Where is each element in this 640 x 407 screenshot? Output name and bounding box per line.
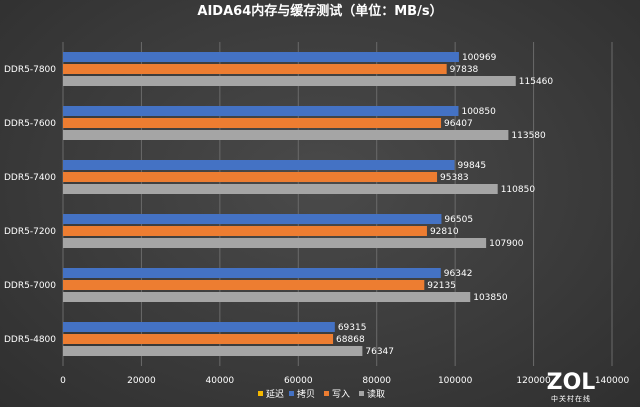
bar-读取-DDR5-7400 <box>63 184 498 194</box>
bars-group <box>63 52 516 356</box>
category-label-1: DDR5-7600 <box>4 119 56 129</box>
x-tick-label-6: 120000 <box>516 376 551 386</box>
bar-读取-DDR5-7800 <box>63 76 516 86</box>
chart-title: AIDA64内存与缓存测试（单位：MB/s） <box>197 3 442 19</box>
x-tick-label-1: 20000 <box>127 376 156 386</box>
bar-拷贝-DDR5-7200 <box>63 214 442 224</box>
data-labels-group: 100969 97838 115460 100850 96407 113580 99845 9… <box>336 53 553 357</box>
x-tick-label-3: 60000 <box>284 376 313 386</box>
data-label-拷贝-DDR5-7400: 99845 <box>458 161 487 171</box>
legend-swatch-2 <box>324 391 329 396</box>
bar-读取-DDR5-7600 <box>63 130 509 140</box>
category-label-3: DDR5-7200 <box>4 227 56 237</box>
x-tick-label-5: 100000 <box>438 376 473 386</box>
legend-swatch-0 <box>258 391 263 396</box>
zol-watermark: ZOL 中关村在线 <box>547 370 596 403</box>
data-label-拷贝-DDR5-7000: 96342 <box>444 269 473 279</box>
bar-写入-DDR5-7000 <box>63 280 425 290</box>
bar-读取-DDR5-4800 <box>63 346 363 356</box>
x-tick-label-2: 40000 <box>206 376 235 386</box>
data-label-拷贝-DDR5-7800: 100969 <box>462 53 497 63</box>
tick-labels-group: 0 20000 40000 60000 80000 100000 120000 140000 <box>60 376 629 386</box>
gridlines <box>62 42 613 366</box>
data-label-读取-DDR5-7400: 110850 <box>501 185 536 195</box>
legend: 延迟 拷贝 写入 读取 <box>258 388 385 400</box>
bar-读取-DDR5-7000 <box>63 292 471 302</box>
data-label-读取-DDR5-7800: 115460 <box>519 77 554 87</box>
data-label-拷贝-DDR5-7200: 96505 <box>444 215 473 225</box>
bar-写入-DDR5-7600 <box>63 118 442 128</box>
watermark-logo: ZOL <box>547 370 596 395</box>
watermark-subtitle: 中关村在线 <box>551 394 591 403</box>
category-label-4: DDR5-7000 <box>4 281 56 291</box>
data-label-拷贝-DDR5-7600: 100850 <box>461 107 496 117</box>
data-label-读取-DDR5-7000: 103850 <box>473 293 508 303</box>
bar-拷贝-DDR5-7000 <box>63 268 441 278</box>
bar-写入-DDR5-7800 <box>63 64 447 74</box>
data-label-写入-DDR5-4800: 68868 <box>336 335 365 345</box>
category-label-0: DDR5-7800 <box>4 65 56 75</box>
bar-拷贝-DDR5-7400 <box>63 160 455 170</box>
data-label-写入-DDR5-7600: 96407 <box>444 119 473 129</box>
x-tick-label-7: 140000 <box>595 376 630 386</box>
legend-label-3: 读取 <box>367 388 385 400</box>
bar-写入-DDR5-7200 <box>63 226 427 236</box>
data-label-拷贝-DDR5-4800: 69315 <box>338 323 367 333</box>
legend-swatch-1 <box>289 391 294 396</box>
bar-写入-DDR5-7400 <box>63 172 438 182</box>
x-tick-label-0: 0 <box>60 376 66 386</box>
bar-读取-DDR5-7200 <box>63 238 487 248</box>
bar-拷贝-DDR5-4800 <box>63 322 335 332</box>
category-label-2: DDR5-7400 <box>4 173 56 183</box>
data-label-读取-DDR5-7600: 113580 <box>511 131 546 141</box>
data-label-写入-DDR5-7200: 92810 <box>430 227 459 237</box>
data-label-读取-DDR5-4800: 76347 <box>365 347 394 357</box>
legend-label-2: 写入 <box>332 389 350 400</box>
data-label-读取-DDR5-7200: 107900 <box>489 239 524 249</box>
bar-拷贝-DDR5-7600 <box>63 106 459 116</box>
legend-label-1: 拷贝 <box>297 388 315 400</box>
data-label-写入-DDR5-7000: 92135 <box>427 281 456 291</box>
legend-swatch-3 <box>359 391 364 396</box>
data-label-写入-DDR5-7400: 95383 <box>440 173 469 183</box>
bar-拷贝-DDR5-7800 <box>63 52 459 62</box>
data-label-写入-DDR5-7800: 97838 <box>450 65 479 75</box>
category-label-5: DDR5-4800 <box>4 335 56 345</box>
x-tick-label-4: 80000 <box>362 376 391 386</box>
bar-写入-DDR5-4800 <box>63 334 334 344</box>
category-labels-group: DDR5-7800 DDR5-7600 DDR5-7400 DDR5-7200 DDR5… <box>4 65 56 345</box>
legend-label-0: 延迟 <box>266 388 284 400</box>
